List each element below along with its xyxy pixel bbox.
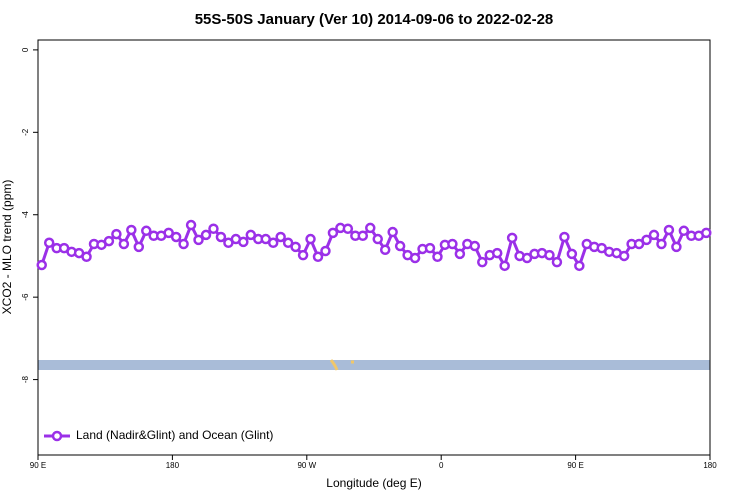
- data-point: [163, 227, 174, 239]
- y-tick-label: -4: [21, 211, 30, 219]
- data-point: [215, 231, 227, 243]
- data-point: [320, 245, 331, 257]
- data-point: [81, 251, 92, 263]
- data-point: [559, 231, 570, 243]
- data-point: [275, 231, 286, 243]
- data-point: [357, 230, 369, 242]
- legend-marker: [51, 430, 63, 442]
- legend-label: Land (Nadir&Glint) and Ocean (Glint): [76, 428, 273, 442]
- surface-strip: [38, 360, 710, 370]
- data-point: [193, 234, 204, 246]
- data-point: [43, 237, 55, 249]
- data-point: [432, 251, 443, 263]
- x-tick-label: 90 E: [30, 461, 46, 470]
- data-point: [282, 237, 294, 249]
- data-point: [671, 241, 682, 253]
- data-point: [648, 229, 660, 241]
- data-point: [566, 248, 578, 260]
- data-point: [477, 256, 488, 268]
- data-point: [327, 227, 339, 239]
- data-point: [447, 238, 458, 250]
- chart-title: 55S-50S January (Ver 10) 2014-09-06 to 2…: [195, 11, 554, 28]
- data-point: [178, 238, 189, 250]
- data-point: [297, 249, 309, 261]
- data-point: [544, 249, 555, 261]
- x-tick-label: 90 W: [297, 461, 316, 470]
- data-point: [506, 232, 518, 244]
- y-tick-label: 0: [21, 47, 30, 52]
- data-point: [238, 236, 249, 248]
- surface-patch: [329, 359, 354, 371]
- data-point: [454, 248, 466, 260]
- data-point: [663, 224, 675, 236]
- x-axis-label: Longitude (deg E): [326, 476, 421, 490]
- data-point: [379, 244, 391, 256]
- x-tick-label: 180: [166, 461, 180, 470]
- data-point: [36, 259, 47, 271]
- data-point: [701, 227, 712, 239]
- data-point: [491, 247, 503, 259]
- data-point: [200, 229, 212, 241]
- data-point: [141, 225, 152, 237]
- data-point: [469, 240, 481, 252]
- data-point: [245, 229, 257, 241]
- y-axis-label: XCO2 - MLO trend (ppm): [0, 180, 14, 315]
- data-point: [394, 240, 406, 252]
- y-tick-label: -8: [21, 375, 30, 383]
- data-point: [365, 222, 376, 234]
- data-point: [641, 234, 652, 246]
- x-tick-label: 0: [439, 461, 444, 470]
- x-tick-label: 90 E: [567, 461, 583, 470]
- data-point: [312, 251, 324, 263]
- y-tick-label: -2: [21, 128, 30, 136]
- data-point: [424, 242, 436, 254]
- data-point: [342, 223, 354, 234]
- data-point: [521, 252, 533, 264]
- data-point: [574, 260, 585, 272]
- data-point: [551, 256, 563, 268]
- data-point: [126, 224, 137, 236]
- y-tick-label: -6: [21, 293, 30, 301]
- data-point: [133, 241, 145, 253]
- x-tick-label: 180: [703, 461, 717, 470]
- data-point: [409, 252, 421, 264]
- data-point: [387, 226, 398, 238]
- data-point: [103, 235, 115, 247]
- data-point: [372, 233, 383, 245]
- data-point: [111, 228, 122, 240]
- plot-frame: [37, 39, 711, 456]
- data-point: [678, 225, 690, 237]
- data-point: [656, 238, 667, 250]
- data-point: [633, 238, 645, 250]
- data-point: [305, 233, 316, 245]
- data-point: [267, 237, 279, 249]
- data-point: [618, 250, 630, 262]
- data-point: [290, 241, 301, 253]
- data-point: [185, 219, 197, 231]
- data-point: [499, 260, 510, 272]
- data-point: [118, 238, 130, 250]
- data-point: [170, 231, 182, 243]
- data-point: [208, 223, 219, 234]
